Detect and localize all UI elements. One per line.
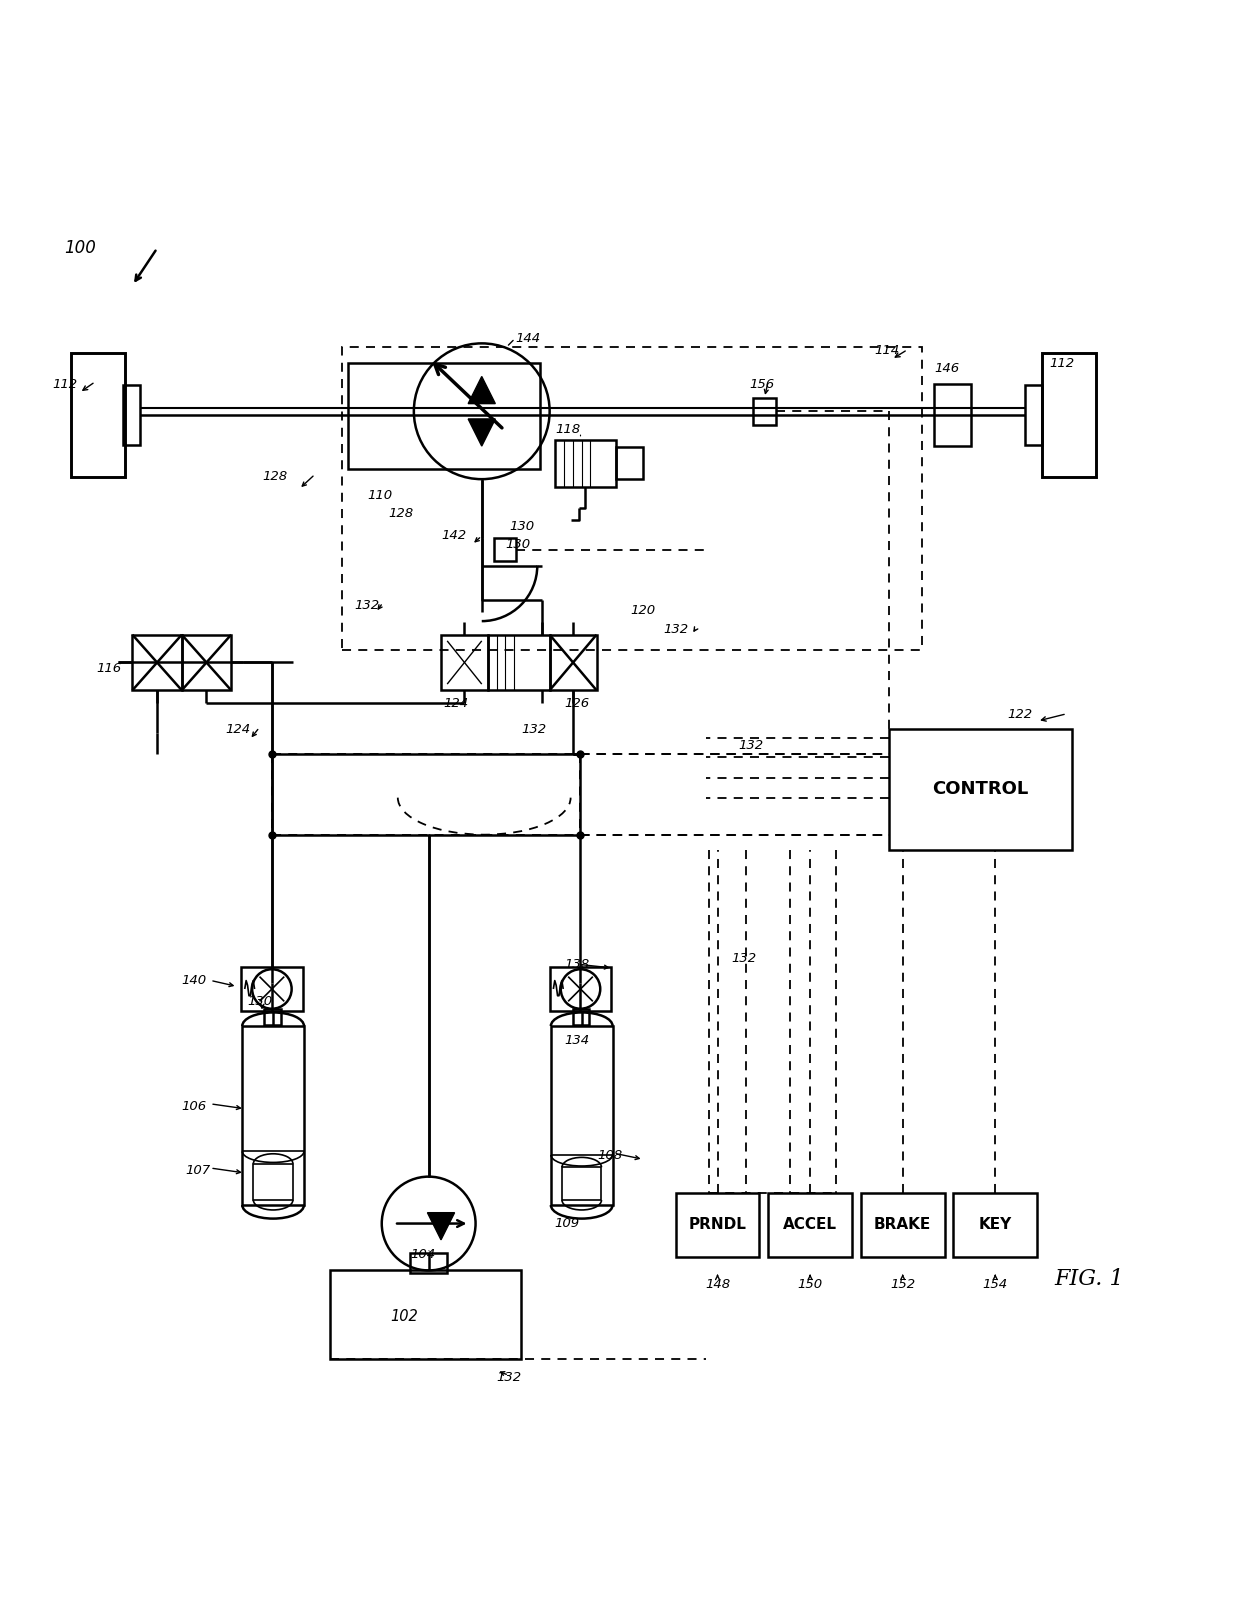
Text: FIG. 1: FIG. 1 <box>1054 1268 1123 1290</box>
Bar <box>487 635 549 690</box>
Text: 128: 128 <box>388 507 413 520</box>
Text: 100: 100 <box>64 240 97 258</box>
Text: CONTROL: CONTROL <box>932 779 1029 799</box>
Bar <box>861 1192 945 1257</box>
Text: 146: 146 <box>935 361 960 374</box>
Text: BRAKE: BRAKE <box>874 1217 931 1233</box>
Text: 144: 144 <box>515 332 541 345</box>
Text: 112: 112 <box>52 377 77 390</box>
Text: 132: 132 <box>496 1372 522 1385</box>
Bar <box>330 1270 521 1359</box>
Text: 148: 148 <box>706 1278 730 1291</box>
Text: 142: 142 <box>441 530 466 543</box>
Bar <box>954 1192 1037 1257</box>
Bar <box>410 1254 448 1273</box>
Text: 132: 132 <box>663 624 688 637</box>
Text: 140: 140 <box>182 974 207 987</box>
Bar <box>754 397 775 424</box>
Text: 126: 126 <box>564 697 589 710</box>
Bar <box>573 1009 589 1025</box>
Bar <box>934 384 971 446</box>
Text: 104: 104 <box>410 1247 435 1260</box>
Text: 134: 134 <box>564 1034 589 1048</box>
Text: 124: 124 <box>224 723 250 735</box>
Text: 152: 152 <box>890 1278 915 1291</box>
Bar <box>123 386 140 444</box>
Text: 118: 118 <box>556 423 580 436</box>
Polygon shape <box>469 376 495 403</box>
Bar <box>549 967 611 1011</box>
Text: 156: 156 <box>750 377 775 390</box>
Text: 130: 130 <box>508 520 534 533</box>
Text: 107: 107 <box>186 1163 211 1178</box>
Bar <box>1042 353 1096 476</box>
Polygon shape <box>469 420 495 446</box>
Text: 112: 112 <box>1049 356 1075 369</box>
Bar <box>264 1009 280 1025</box>
Text: 130: 130 <box>247 995 273 1008</box>
Bar <box>889 729 1071 849</box>
Text: 132: 132 <box>521 723 547 735</box>
Text: 132: 132 <box>355 598 379 612</box>
Bar <box>549 635 596 690</box>
Bar <box>133 635 182 690</box>
Text: 114: 114 <box>874 345 899 358</box>
Text: 106: 106 <box>182 1100 207 1113</box>
Bar <box>242 1025 304 1205</box>
Text: 120: 120 <box>630 604 655 617</box>
Bar <box>342 347 923 650</box>
Text: ACCEL: ACCEL <box>784 1217 837 1233</box>
Bar <box>253 1163 293 1200</box>
Text: 154: 154 <box>983 1278 1008 1291</box>
Text: 108: 108 <box>598 1149 622 1162</box>
Bar <box>768 1192 852 1257</box>
Bar <box>551 1025 613 1205</box>
Bar <box>1025 386 1042 444</box>
Polygon shape <box>428 1213 455 1239</box>
Text: 138: 138 <box>564 957 589 970</box>
Bar <box>554 439 616 486</box>
Text: KEY: KEY <box>978 1217 1012 1233</box>
Bar <box>676 1192 759 1257</box>
Text: 132: 132 <box>739 739 764 752</box>
Text: 128: 128 <box>262 470 288 483</box>
Text: 110: 110 <box>367 489 392 502</box>
Text: 102: 102 <box>391 1309 418 1324</box>
Bar <box>562 1168 601 1200</box>
Bar <box>494 538 516 561</box>
Text: 130: 130 <box>505 538 531 551</box>
Text: 116: 116 <box>97 661 122 674</box>
Bar <box>348 363 539 470</box>
Bar <box>241 967 303 1011</box>
Bar <box>616 447 644 480</box>
Text: 132: 132 <box>732 951 756 964</box>
Bar <box>441 635 487 690</box>
Bar <box>182 635 231 690</box>
Text: 150: 150 <box>797 1278 822 1291</box>
Bar <box>71 353 125 476</box>
Text: PRNDL: PRNDL <box>688 1217 746 1233</box>
Text: 109: 109 <box>554 1217 579 1230</box>
Text: 122: 122 <box>1008 708 1033 721</box>
Text: 124: 124 <box>444 697 469 710</box>
